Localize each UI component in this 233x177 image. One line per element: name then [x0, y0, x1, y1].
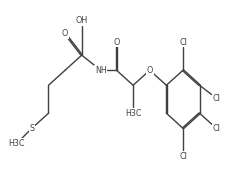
- Text: NH: NH: [95, 66, 106, 75]
- Text: S: S: [29, 124, 34, 133]
- Text: O: O: [113, 38, 120, 47]
- Text: Cl: Cl: [212, 94, 220, 103]
- Text: H3C: H3C: [8, 139, 25, 148]
- Text: Cl: Cl: [212, 124, 220, 133]
- Text: Cl: Cl: [179, 38, 187, 47]
- Text: O: O: [147, 66, 153, 75]
- Text: Cl: Cl: [179, 152, 187, 161]
- Text: O: O: [62, 29, 68, 38]
- Text: H3C: H3C: [125, 109, 141, 118]
- Text: OH: OH: [76, 16, 88, 25]
